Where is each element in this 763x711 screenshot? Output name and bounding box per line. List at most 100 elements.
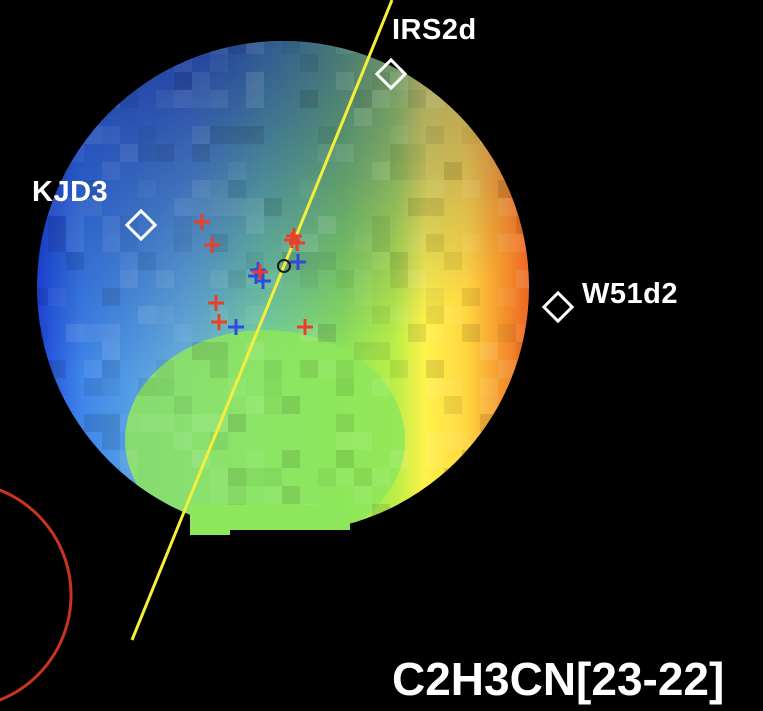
pixel — [426, 126, 444, 144]
pixel — [372, 234, 390, 252]
pixel — [444, 252, 462, 270]
pixel — [336, 378, 354, 396]
pixel — [174, 216, 192, 234]
pixel — [102, 414, 120, 432]
pixel — [462, 504, 480, 522]
pixel — [102, 162, 120, 180]
pixel — [354, 108, 372, 126]
pixel — [37, 324, 48, 342]
pixel — [120, 72, 138, 90]
pixel — [516, 270, 529, 288]
pixel — [408, 54, 426, 72]
pixel — [228, 41, 246, 54]
pixel — [102, 432, 120, 450]
pixel — [84, 414, 102, 432]
pixel — [300, 54, 318, 72]
pixel — [210, 54, 228, 72]
pixel — [534, 252, 552, 270]
pixel — [498, 72, 516, 90]
pixel — [102, 468, 120, 486]
pixel — [192, 90, 210, 108]
pixel — [102, 216, 120, 234]
pixel — [156, 360, 174, 378]
pixel — [228, 270, 246, 288]
pixel — [120, 450, 138, 468]
pixel — [426, 432, 444, 450]
pixel — [102, 288, 120, 306]
pixel — [516, 216, 529, 234]
pixel — [102, 486, 120, 504]
pixel — [300, 252, 318, 270]
pixel — [228, 198, 246, 216]
pixel — [210, 126, 228, 144]
pixel — [84, 468, 102, 486]
pixel — [390, 252, 408, 270]
pixel — [516, 234, 529, 252]
pixel — [336, 414, 354, 432]
pixel — [354, 90, 372, 108]
pixel — [516, 432, 529, 450]
pixel — [408, 162, 426, 180]
pixel — [102, 342, 120, 360]
pixel — [336, 270, 354, 288]
pixel — [318, 126, 336, 144]
pixel — [480, 342, 498, 360]
pixel — [426, 306, 444, 324]
pixel — [246, 90, 264, 108]
pixel — [408, 144, 426, 162]
pixel — [300, 90, 318, 108]
pixel — [174, 396, 192, 414]
pixel — [498, 198, 516, 216]
pixel — [498, 180, 516, 198]
pixel — [444, 162, 462, 180]
pixel — [66, 90, 84, 108]
pixel — [246, 468, 264, 486]
pixel — [480, 486, 498, 504]
pixel — [390, 90, 408, 108]
pixel — [408, 324, 426, 342]
pixel — [300, 360, 318, 378]
pixel — [120, 41, 138, 54]
pixel — [246, 126, 264, 144]
pixel — [174, 198, 192, 216]
pixel — [102, 324, 120, 342]
beam-circle — [0, 488, 73, 702]
pixel — [372, 72, 390, 90]
pixel — [156, 414, 174, 432]
pixel — [336, 41, 354, 54]
pixel — [156, 270, 174, 288]
cross-markers — [194, 214, 313, 335]
pixel — [336, 144, 354, 162]
irs2d-label: IRS2d — [392, 14, 477, 46]
pixel — [102, 126, 120, 144]
pixel — [534, 180, 552, 198]
pixel — [462, 126, 480, 144]
pixel — [102, 360, 120, 378]
pixel — [174, 432, 192, 450]
blue-cross — [228, 319, 244, 335]
pixel — [84, 126, 102, 144]
pixel — [318, 216, 336, 234]
pixel — [480, 41, 498, 54]
pixel — [390, 360, 408, 378]
pixel — [37, 144, 48, 162]
pixel — [444, 378, 462, 396]
pixel — [444, 414, 462, 432]
pixel — [444, 468, 462, 486]
pixel — [264, 486, 282, 504]
pixel — [480, 396, 498, 414]
pixel — [480, 72, 498, 90]
pixel — [534, 198, 552, 216]
pixel — [66, 198, 84, 216]
pixel — [426, 288, 444, 306]
pixel — [408, 270, 426, 288]
pixel — [444, 54, 462, 72]
pixel — [192, 342, 210, 360]
pixel — [48, 360, 66, 378]
pixel — [408, 234, 426, 252]
pixel — [246, 450, 264, 468]
pixel — [48, 234, 66, 252]
pixel — [66, 144, 84, 162]
blue-cross — [290, 254, 306, 270]
pixel — [282, 486, 300, 504]
